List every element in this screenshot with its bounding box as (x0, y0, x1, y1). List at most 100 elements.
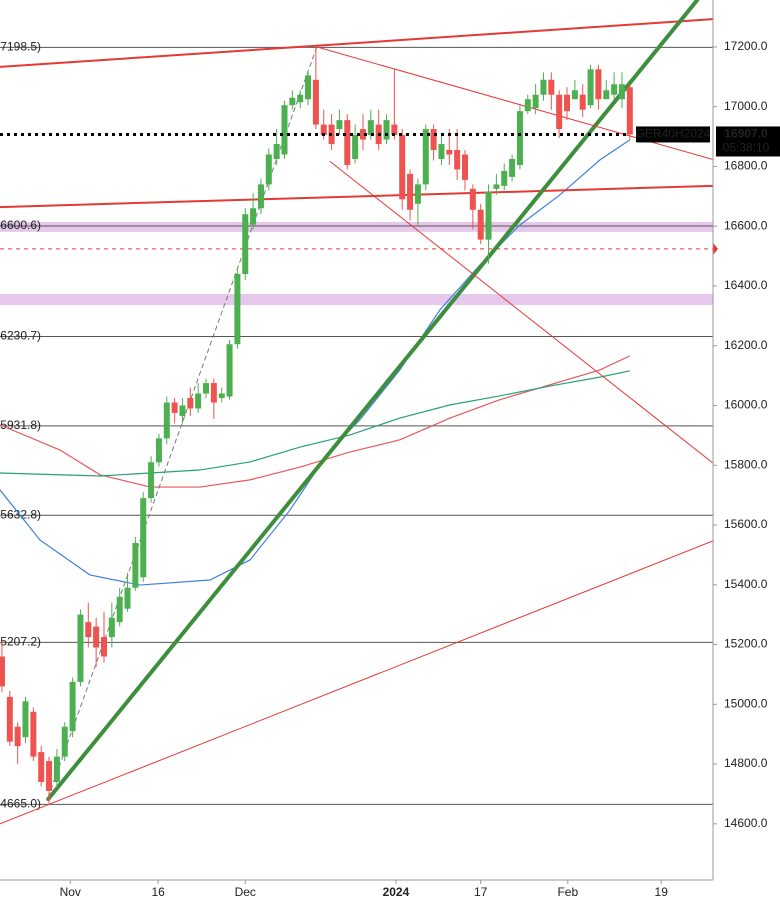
y-tick-label: 15400.0 (724, 577, 768, 591)
candle-body (22, 701, 29, 738)
candle-body (579, 94, 586, 110)
candle-body (187, 398, 194, 409)
y-tick-label: 16000.0 (724, 398, 768, 412)
alert-marker (713, 242, 718, 255)
candle-body (312, 79, 319, 125)
price-tag-bg (716, 126, 780, 157)
candle-body (257, 184, 264, 209)
trendline (329, 160, 713, 464)
candle-body (163, 402, 170, 439)
candle-body (603, 90, 610, 100)
candle-body (407, 173, 414, 210)
x-tick-label: Feb (557, 885, 578, 899)
candle-body (155, 438, 162, 463)
candle-body (626, 87, 633, 135)
candle-body (265, 154, 272, 185)
candle-body (85, 622, 92, 638)
candle-body (344, 120, 351, 165)
level-label: (14665.0) (0, 797, 41, 811)
candle-body (391, 124, 398, 136)
candle-body (124, 587, 131, 609)
candle-body (618, 84, 625, 100)
plot-area: (17198.5) (16600.6) (16230.7) (15931.8) (156… (0, 0, 713, 825)
trendline (0, 18, 713, 68)
zone (0, 294, 713, 306)
candle-body (171, 402, 178, 413)
candle-body (14, 726, 21, 747)
y-tick-label: 16400.0 (724, 278, 768, 292)
moving-average (0, 139, 631, 586)
candle-body (336, 120, 343, 130)
candle-body (100, 637, 107, 657)
y-tick-label: 17000.0 (724, 99, 768, 113)
y-tick-label: 15200.0 (724, 637, 768, 651)
candle-body (108, 617, 115, 638)
candle-body (430, 129, 437, 151)
candle-body (250, 208, 257, 225)
candle-body (587, 69, 594, 106)
level-label: (16230.7) (0, 329, 41, 343)
moving-average (0, 355, 631, 488)
candle-body (242, 214, 249, 275)
trendline (0, 184, 713, 209)
candle-body (46, 761, 53, 791)
candle-body (564, 94, 571, 112)
candle-body (218, 393, 225, 399)
y-tick-label: 16800.0 (724, 159, 768, 173)
countdown: 05:38:10 (723, 141, 770, 155)
candle-body (571, 90, 578, 100)
x-tick-label: 19 (655, 885, 669, 899)
moving-average (0, 370, 630, 477)
candle-body (367, 120, 374, 136)
candle-body (422, 129, 429, 185)
candle-body (281, 105, 288, 155)
level-label: (15632.8) (0, 507, 41, 521)
candle-body (501, 170, 508, 186)
candle-body (383, 120, 390, 140)
candle-body (493, 184, 500, 189)
candle-body (477, 209, 484, 240)
y-tick-label: 15800.0 (724, 457, 768, 471)
candle-body (38, 752, 45, 782)
candle-body (540, 79, 547, 95)
x-tick-label: 17 (474, 885, 488, 899)
candle-body (93, 626, 100, 648)
candle-body (454, 150, 461, 170)
candle-body (148, 462, 155, 499)
y-tick-label: 17200.0 (724, 39, 768, 53)
candle-body (69, 681, 76, 732)
candle-body (438, 144, 445, 159)
candle-body (203, 383, 210, 394)
level-label: (15931.8) (0, 418, 41, 432)
candle-body (289, 97, 296, 106)
zone (0, 222, 713, 232)
y-tick-label: 16600.0 (724, 218, 768, 232)
candle-body (116, 596, 123, 623)
candle-body (320, 124, 327, 136)
candle-body (273, 144, 280, 159)
x-tick-label: 2024 (383, 885, 410, 899)
candle-body (179, 405, 186, 416)
candle-body (548, 79, 555, 95)
y-tick-label: 15000.0 (724, 696, 768, 710)
y-tick-label: 14800.0 (724, 756, 768, 770)
candle-body (6, 696, 13, 742)
x-tick-label: 16 (151, 885, 165, 899)
y-tick-label: 16200.0 (724, 338, 768, 352)
candle-body (532, 94, 539, 109)
x-tick-label: Nov (60, 885, 81, 899)
y-tick-label: 15600.0 (724, 517, 768, 531)
candle-body (140, 498, 147, 578)
price-tag: 16907.0 (724, 127, 768, 141)
candle-body (516, 111, 523, 165)
candle-body (462, 154, 468, 180)
candle-body (234, 274, 241, 345)
candle-body (305, 75, 312, 100)
candle-body (132, 542, 139, 588)
candle-body (509, 158, 516, 177)
candle-body (414, 184, 421, 204)
y-tick-label: 14600.0 (724, 816, 768, 830)
candle-body (595, 69, 602, 100)
candle-body (53, 756, 60, 782)
